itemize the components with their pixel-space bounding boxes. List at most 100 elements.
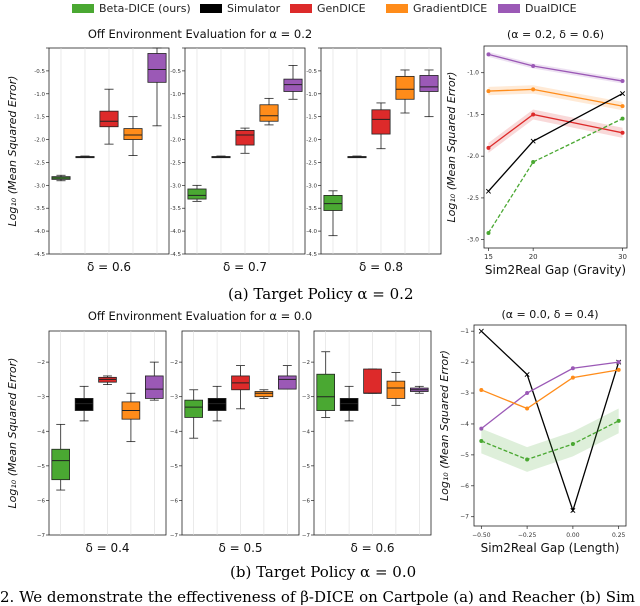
series-band — [488, 85, 623, 111]
legend-label: GradientDICE — [413, 2, 487, 15]
y-tick-label: -2.0 — [34, 138, 45, 144]
data-point — [531, 112, 536, 117]
y-tick-label: −6 — [302, 498, 311, 504]
y-tick-label: -1.5 — [170, 115, 181, 121]
data-point — [531, 160, 536, 165]
y-axis-label: Log₁₀ (Mean Squared Error) — [445, 72, 458, 223]
box — [278, 375, 297, 390]
y-tick-label: −3 — [37, 395, 46, 401]
y-axis-label: Log₁₀ (Mean Squared Error) — [6, 358, 19, 509]
y-tick-label: -3.5 — [306, 206, 317, 212]
data-point — [570, 375, 575, 380]
y-tick-label: -1.5 — [306, 115, 317, 121]
series-band — [488, 109, 623, 153]
data-point — [531, 64, 536, 69]
y-tick-label: -4.5 — [170, 252, 181, 258]
y-tick-label: −2 — [460, 359, 469, 366]
y-tick-label: -0.5 — [306, 69, 317, 75]
x-tick-label: 30 — [618, 253, 627, 261]
y-tick-label: −3 — [460, 390, 469, 397]
group-label: δ = 0.6 — [87, 260, 131, 274]
caption-a: (a) Target Policy α = 0.2 — [228, 285, 414, 303]
data-point — [620, 79, 625, 84]
legend-label: DualDICE — [525, 2, 577, 15]
x-tick-label: −0.50 — [472, 532, 491, 539]
y-tick-label: -1.5 — [34, 115, 45, 121]
chart-title: (α = 0.0, δ = 0.4) — [502, 308, 599, 321]
data-point — [616, 418, 621, 423]
data-point — [525, 457, 530, 462]
x-tick-label: 0.00 — [566, 532, 580, 539]
y-tick-label: −5 — [460, 452, 469, 459]
legend-label: Simulator — [227, 2, 281, 15]
box — [259, 104, 279, 122]
box — [207, 398, 227, 411]
series-band — [481, 408, 619, 472]
data-point — [570, 366, 575, 371]
data-point — [616, 360, 621, 365]
y-tick-label: −6 — [37, 498, 46, 504]
box — [254, 391, 274, 398]
y-tick-label: -1.0 — [467, 70, 479, 77]
y-tick-label: -1.0 — [34, 92, 45, 98]
y-tick-label: −7 — [37, 533, 46, 539]
legend-swatch — [72, 4, 94, 13]
series-line — [481, 420, 619, 461]
group-label: δ = 0.6 — [350, 541, 394, 555]
box — [123, 128, 143, 140]
chart-title: Off Environment Evaluation for α = 0.0 — [88, 309, 312, 323]
y-tick-label: -4.5 — [306, 252, 317, 258]
line-chart-gravity: (α = 0.2, δ = 0.6) -1.0 -1.5 -2.0 -2.5 -3.0 15… — [445, 28, 628, 277]
box — [283, 78, 303, 92]
panel: -0.5 -1.0 -1.5 -2.0 -2.5 -3.0 -3.5 -4.0 -4.5 δ = … — [170, 47, 306, 274]
y-tick-label: -3.0 — [467, 237, 479, 244]
box — [235, 129, 255, 146]
legend: Beta-DICE (ours) Simulator GenDICE Gradient… — [72, 2, 577, 15]
series-line — [480, 361, 619, 430]
data-point — [478, 328, 484, 334]
legend-label: Beta-DICE (ours) — [99, 2, 191, 15]
caption-b: (b) Target Policy α = 0.0 — [230, 563, 417, 581]
y-axis-label: Log₁₀ (Mean Squared Error) — [438, 350, 451, 501]
series-band — [488, 51, 623, 84]
y-tick-label: -4.0 — [34, 229, 45, 235]
data-point — [620, 130, 625, 135]
y-tick-label: −7 — [302, 533, 311, 539]
plot-frame — [473, 324, 627, 527]
x-tick-label: 15 — [484, 253, 493, 261]
caption-footer: 2. We demonstrate the effectiveness of β… — [0, 588, 635, 606]
y-tick-label: -2.0 — [467, 153, 479, 160]
y-axis-label: Log₁₀ (Mean Squared Error) — [6, 76, 19, 227]
y-tick-label: -0.5 — [34, 69, 45, 75]
box — [419, 75, 439, 92]
box — [147, 53, 167, 83]
box — [99, 110, 119, 128]
legend-swatch — [498, 4, 520, 13]
data-point — [525, 391, 530, 396]
y-tick-label: −5 — [37, 464, 46, 470]
data-point — [486, 145, 491, 150]
y-tick-label: -3.5 — [170, 206, 181, 212]
y-tick-label: −6 — [170, 498, 179, 504]
series-line — [487, 118, 623, 234]
y-tick-label: -3.0 — [34, 183, 45, 189]
x-axis-label: Sim2Real Gap (Length) — [481, 541, 620, 555]
data-point — [531, 87, 536, 92]
data-point — [570, 442, 575, 447]
panel: -0.5 -1.0 -1.5 -2.0 -2.5 -3.0 -3.5 -4.0 -4.5 δ = … — [34, 47, 170, 274]
y-tick-label: -0.5 — [170, 69, 181, 75]
x-tick-label: −0.25 — [518, 532, 537, 539]
box — [323, 195, 343, 211]
line-chart-length: (α = 0.0, δ = 0.4) −1 −2 −3 −4 −5 −6 −7 −0.50 −0.… — [438, 308, 627, 555]
group-label: δ = 0.7 — [223, 260, 267, 274]
y-tick-label: −4 — [170, 429, 179, 435]
y-tick-label: −2 — [170, 360, 178, 366]
y-tick-label: -4.0 — [306, 229, 317, 235]
series-line — [480, 330, 620, 513]
box — [371, 109, 391, 135]
data-point — [616, 367, 621, 372]
series-line — [487, 93, 623, 192]
series-line — [481, 369, 619, 410]
plot-frame — [483, 45, 628, 249]
